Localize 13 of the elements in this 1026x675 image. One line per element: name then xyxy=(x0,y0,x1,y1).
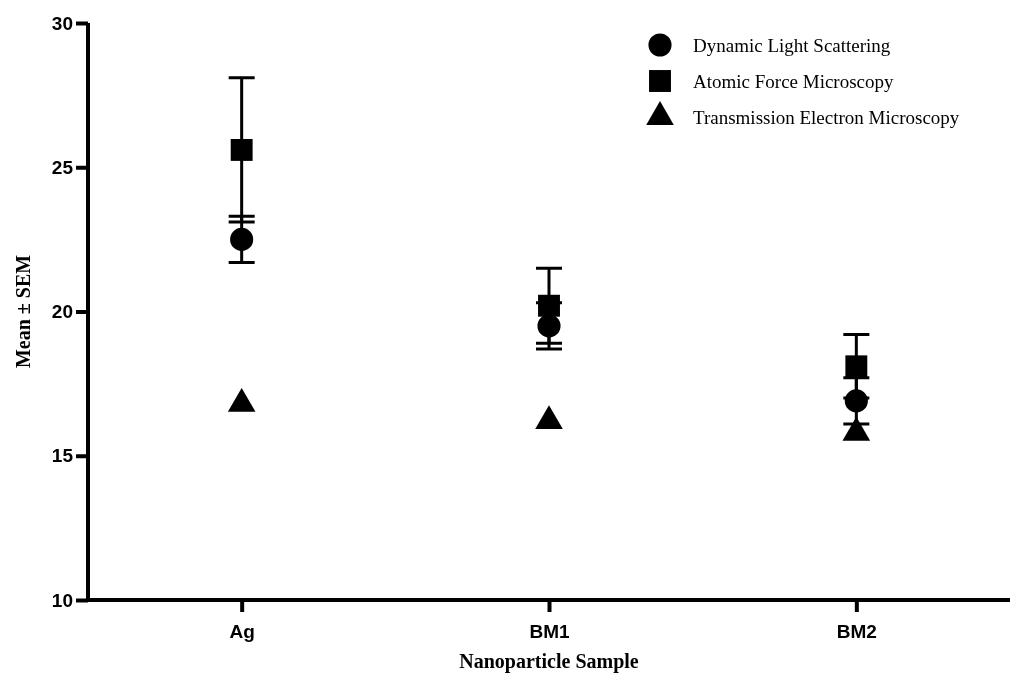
y-axis-title: Mean ± SEM xyxy=(12,254,34,369)
x-tick-label: BM2 xyxy=(836,620,877,642)
y-tick-label: 25 xyxy=(51,156,74,178)
legend-label: Atomic Force Microscopy xyxy=(693,70,895,92)
y-tick-label: 30 xyxy=(51,12,73,34)
y-tick-label: 10 xyxy=(51,589,73,611)
legend-label: Transmission Electron Microscopy xyxy=(693,106,960,128)
y-tick-label: 20 xyxy=(51,301,73,323)
x-tick-label: BM1 xyxy=(529,620,570,642)
legend-label: Dynamic Light Scattering xyxy=(693,34,891,56)
x-tick-label: Ag xyxy=(229,620,255,642)
x-axis-title: Nanoparticle Sample xyxy=(459,650,639,673)
y-tick-label: 15 xyxy=(51,445,74,467)
